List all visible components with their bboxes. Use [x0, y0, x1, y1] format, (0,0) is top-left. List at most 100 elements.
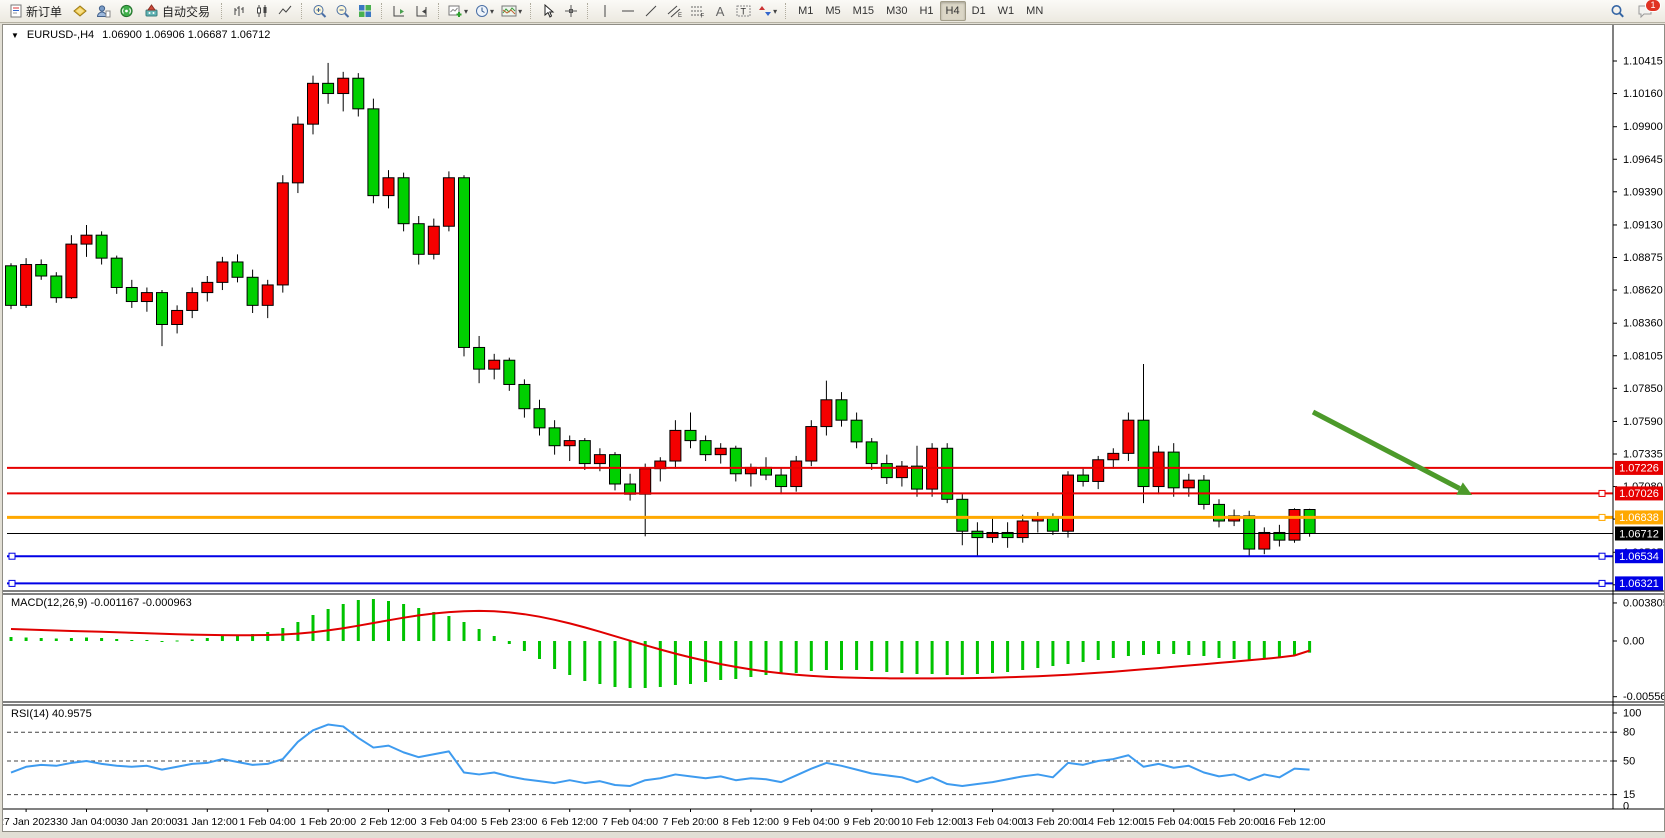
- candle-body: [699, 440, 712, 456]
- candle-body: [775, 474, 788, 488]
- new-chart-button[interactable]: ▾: [445, 1, 471, 21]
- macd-signal-line: [10, 609, 1310, 680]
- macd-histogram-bar: [583, 641, 587, 681]
- candle-body: [442, 177, 455, 227]
- candle-chart-mode-button[interactable]: [251, 1, 273, 21]
- trend-arrow-head[interactable]: [1456, 482, 1472, 495]
- auto-scroll-button[interactable]: [411, 1, 433, 21]
- cursor-button[interactable]: [537, 1, 559, 21]
- price-label-1.06712: [1615, 526, 1663, 541]
- candle-body: [503, 359, 516, 385]
- price-axis[interactable]: 1.10415 1.10160 1.09900 1.09645 1.09390 1.091…: [1613, 56, 1663, 592]
- arrows-tool[interactable]: ▾: [755, 1, 780, 21]
- candle-body: [1137, 419, 1150, 488]
- price-tick-label: 1.07590: [1623, 416, 1663, 428]
- candle-body: [307, 82, 319, 125]
- vertical-line-tool[interactable]: [594, 1, 616, 21]
- tile-windows-button[interactable]: [354, 1, 376, 21]
- horizontal-line-tool[interactable]: [617, 1, 639, 21]
- line-handle[interactable]: [8, 579, 16, 587]
- candle-body: [382, 177, 395, 197]
- trendline-tool[interactable]: [640, 1, 662, 21]
- accounts-button[interactable]: [92, 1, 114, 21]
- text-tool[interactable]: A: [709, 1, 731, 21]
- timeframe-w1[interactable]: W1: [992, 1, 1021, 21]
- svg-text:E: E: [678, 13, 682, 18]
- search-button[interactable]: [1606, 1, 1628, 21]
- candle-body: [639, 468, 652, 495]
- trend-arrow[interactable]: [1311, 409, 1461, 491]
- macd-histogram-bar: [9, 637, 13, 641]
- svg-text:F: F: [700, 14, 704, 19]
- dropdown-caret: ▾: [464, 6, 469, 16]
- zoom-out-icon: [336, 4, 349, 18]
- new-order-button[interactable]: 新订单: [3, 1, 68, 21]
- candle-body: [1062, 474, 1074, 532]
- panel-separators[interactable]: [3, 590, 1664, 810]
- chart-canvas[interactable]: 1.10415 1.10160 1.09900 1.09645 1.09390 1.091…: [3, 25, 1664, 831]
- text-label-tool[interactable]: T: [732, 1, 754, 21]
- new-order-icon: [10, 4, 22, 18]
- macd-histogram-bar: [885, 641, 889, 672]
- macd-histogram-bar: [568, 641, 572, 675]
- timeframe-d1[interactable]: D1: [966, 1, 992, 21]
- line-handle[interactable]: [1598, 513, 1606, 521]
- time-tick-label: 13 Feb 20:00: [1022, 816, 1084, 828]
- cursor-icon: [544, 4, 554, 18]
- macd-histogram-bar: [538, 641, 541, 659]
- macd-histogram-bar: [447, 616, 451, 641]
- price-tick-label: 1.10160: [1623, 88, 1663, 100]
- crosshair-button[interactable]: [560, 1, 582, 21]
- template-button[interactable]: ▾: [498, 1, 525, 21]
- macd-histogram-bar: [115, 639, 119, 641]
- time-tick-label: 14 Feb 12:00: [1082, 816, 1144, 828]
- macd-histogram-bar: [356, 600, 360, 641]
- timeframe-m15[interactable]: M15: [847, 1, 880, 21]
- timeframe-h1[interactable]: H1: [913, 1, 939, 21]
- candle-body: [246, 276, 259, 306]
- line-handle[interactable]: [1598, 489, 1606, 497]
- timeframe-mn[interactable]: MN: [1020, 1, 1049, 21]
- candlestick-icon: [257, 5, 267, 17]
- timeframe-m1[interactable]: M1: [792, 1, 819, 21]
- signals-button[interactable]: [115, 1, 137, 21]
- line-handle[interactable]: [8, 552, 16, 560]
- macd-histogram-bar: [749, 641, 753, 677]
- candle-body: [518, 383, 531, 410]
- auto-trading-button[interactable]: 自动交易: [138, 1, 216, 21]
- macd-histogram-bar: [598, 641, 602, 684]
- macd-histogram-bar: [402, 604, 406, 641]
- time-tick-label: 15 Feb 04:00: [1143, 816, 1205, 828]
- notifications-button[interactable]: 1: [1634, 0, 1661, 21]
- line-handle[interactable]: [1598, 579, 1606, 587]
- time-tick-label: 30 Jan 20:00: [117, 816, 178, 828]
- template-icon: [501, 5, 517, 17]
- clock-icon: [476, 5, 489, 17]
- fibonacci-tool[interactable]: F: [686, 1, 708, 21]
- macd-histogram-bar: [764, 641, 768, 675]
- timeframe-h4[interactable]: H4: [939, 1, 966, 21]
- line-handle[interactable]: [1598, 552, 1606, 560]
- macd-histogram-bar: [1066, 641, 1070, 664]
- time-tick-label: 31 Jan 12:00: [177, 816, 238, 828]
- timeframe-m30[interactable]: M30: [880, 1, 913, 21]
- bar-chart-mode-button[interactable]: [228, 1, 250, 21]
- zoom-out-button[interactable]: [331, 1, 353, 21]
- chart-background[interactable]: [3, 25, 1664, 831]
- period-button[interactable]: ▾: [472, 1, 497, 21]
- time-tick-label: 3 Feb 04:00: [421, 816, 477, 828]
- chart-shift-button[interactable]: [388, 1, 410, 21]
- zoom-in-button[interactable]: [308, 1, 330, 21]
- candle-body: [412, 223, 425, 255]
- candle-body: [473, 346, 486, 370]
- collapse-icon[interactable]: ▼: [11, 30, 19, 40]
- timeframe-m5[interactable]: M5: [819, 1, 846, 21]
- time-axis[interactable]: 27 Jan 2023 30 Jan 04:00 30 Jan 20:00 31 Ja…: [3, 809, 1326, 828]
- macd-histogram-bar: [492, 636, 496, 641]
- market-watch-button[interactable]: [69, 1, 91, 21]
- price-tick-label: 1.08105: [1623, 350, 1663, 362]
- line-chart-mode-button[interactable]: [274, 1, 296, 21]
- macd-histogram-bar: [371, 599, 375, 641]
- chart-legend: ▼ EURUSD-,H4 1.06900 1.06906 1.06687 1.0…: [11, 29, 270, 41]
- equidistant-channel-tool[interactable]: E: [663, 1, 685, 21]
